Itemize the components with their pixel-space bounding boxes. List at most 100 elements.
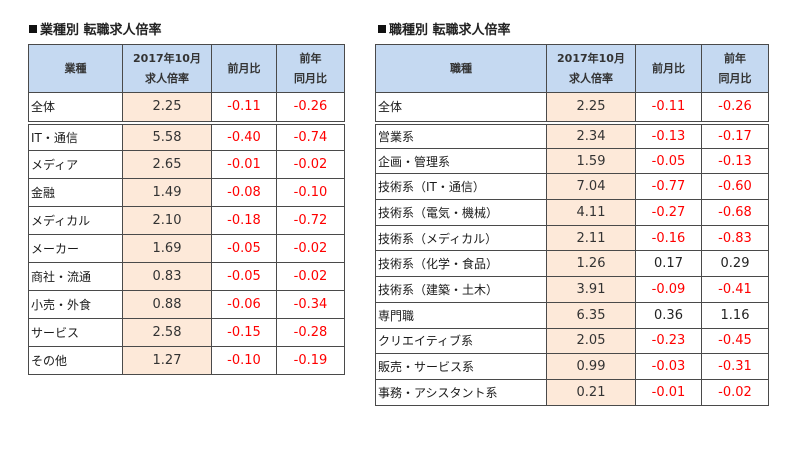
row-name: メディア [28,150,123,179]
table-row: メディカル 2.10 -0.18 -0.72 [28,206,345,235]
row-name: 商社・流通 [28,262,123,291]
row-mom: -0.16 [635,224,702,252]
row-rate: 1.69 [122,234,212,263]
row-yoy: -0.26 [701,92,769,125]
table-row: 企画・管理系 1.59 -0.05 -0.13 [375,147,769,175]
row-rate: 0.99 [546,353,636,380]
row-yoy: -0.02 [276,150,345,179]
row-name: 全体 [28,92,123,125]
row-yoy: -0.31 [701,353,769,380]
row-mom: -0.77 [635,173,702,201]
row-name: 技術系（建築・土木） [375,276,547,303]
row-name: 技術系（IT・通信） [375,173,547,201]
header-rate-line2: 求人倍率 [145,71,189,85]
right-table-title: 職種別 転職求人倍率 [378,19,511,38]
square-bullet-icon [378,25,386,33]
header-yoy: 前年 同月比 [276,44,345,93]
row-rate: 4.11 [546,199,636,226]
row-mom: -0.11 [635,92,702,125]
table-row: その他 1.27 -0.10 -0.19 [28,346,345,375]
row-rate: 1.49 [122,178,212,207]
header-rate-line1: 2017年10月 [133,51,201,65]
header-rate: 2017年10月 求人倍率 [122,44,212,93]
row-rate: 1.26 [546,250,636,278]
row-name: 技術系（化学・食品） [375,250,547,278]
row-name: 金融 [28,178,123,207]
row-rate: 5.58 [122,122,212,151]
row-mom: -0.13 [635,122,702,149]
table-row: 技術系（メディカル） 2.11 -0.16 -0.83 [375,224,769,252]
table-row: 技術系（IT・通信） 7.04 -0.77 -0.60 [375,173,769,201]
table-row: 事務・アシスタント系 0.21 -0.01 -0.02 [375,378,769,406]
occupation-rate-table: 職種 2017年10月 求人倍率 前月比 前年 同月比 全体 2.25 -0.11 … [375,44,769,406]
row-name: 販売・サービス系 [375,353,547,380]
row-rate: 1.27 [122,346,212,375]
table-header-row: 職種 2017年10月 求人倍率 前月比 前年 同月比 [375,44,769,93]
header-category: 業種 [28,44,123,93]
row-mom: -0.05 [211,234,277,263]
row-yoy: -0.68 [701,199,769,226]
square-bullet-icon [29,25,37,33]
row-rate: 0.88 [122,290,212,319]
row-mom: -0.05 [635,147,702,175]
row-yoy: 0.29 [701,250,769,278]
row-name: 営業系 [375,122,547,149]
row-mom: -0.15 [211,318,277,347]
row-mom: -0.01 [211,150,277,179]
row-mom: -0.09 [635,276,702,303]
header-rate: 2017年10月 求人倍率 [546,44,636,93]
table-row: サービス 2.58 -0.15 -0.28 [28,318,345,347]
table-header-row: 業種 2017年10月 求人倍率 前月比 前年同月比 [28,44,345,93]
row-rate: 7.04 [546,173,636,201]
row-yoy: -0.34 [276,290,345,319]
row-name: 事務・アシスタント系 [375,378,547,406]
row-mom: 0.36 [635,301,702,329]
row-name: 全体 [375,92,547,125]
row-yoy: -0.41 [701,276,769,303]
table-row: 技術系（化学・食品） 1.26 0.17 0.29 [375,250,769,278]
left-table-title-text: 業種別 転職求人倍率 [40,23,162,38]
row-rate: 2.10 [122,206,212,235]
table-row: IT・通信 5.58 -0.40 -0.74 [28,122,345,151]
row-mom: -0.05 [211,262,277,291]
row-yoy: -0.26 [276,92,345,125]
row-mom: -0.10 [211,346,277,375]
table-row: 商社・流通 0.83 -0.05 -0.02 [28,262,345,291]
row-rate: 6.35 [546,301,636,329]
total-row: 全体 2.25 -0.11 -0.26 [28,92,345,125]
header-mom: 前月比 [211,44,277,93]
row-name: 技術系（電気・機械） [375,199,547,226]
header-yoy-line2: 同月比 [294,71,327,85]
industry-rate-table: 業種 2017年10月 求人倍率 前月比 前年同月比 全体 2.25 -0.11 … [28,44,345,375]
row-mom: -0.11 [211,92,277,125]
row-yoy: -0.60 [701,173,769,201]
header-yoy: 前年 同月比 [701,44,769,93]
right-table-title-text: 職種別 転職求人倍率 [389,23,511,38]
row-yoy: -0.45 [701,327,769,355]
table-row: 営業系 2.34 -0.13 -0.17 [375,122,769,149]
row-rate: 0.83 [122,262,212,291]
row-rate: 2.34 [546,122,636,149]
table-row: 販売・サービス系 0.99 -0.03 -0.31 [375,353,769,380]
left-table-body: IT・通信 5.58 -0.40 -0.74 メディア 2.65 -0.01 -0.02 金融 1… [28,122,345,375]
row-yoy: -0.28 [276,318,345,347]
row-mom: -0.27 [635,199,702,226]
row-rate: 2.58 [122,318,212,347]
row-yoy: -0.13 [701,147,769,175]
header-yoy-line2: 同月比 [718,71,752,85]
table-row: メーカー 1.69 -0.05 -0.02 [28,234,345,263]
row-mom: -0.01 [635,378,702,406]
row-rate: 0.21 [546,378,636,406]
table-row: メディア 2.65 -0.01 -0.02 [28,150,345,179]
header-rate-line2: 求人倍率 [569,71,613,85]
row-mom: -0.40 [211,122,277,151]
header-category: 職種 [375,44,547,93]
row-name: その他 [28,346,123,375]
row-rate: 2.05 [546,327,636,355]
total-row: 全体 2.25 -0.11 -0.26 [375,92,769,125]
row-yoy: -0.10 [276,178,345,207]
row-yoy: -0.83 [701,224,769,252]
row-mom: 0.17 [635,250,702,278]
row-yoy: -0.74 [276,122,345,151]
header-yoy-line1: 前年 [299,51,322,65]
